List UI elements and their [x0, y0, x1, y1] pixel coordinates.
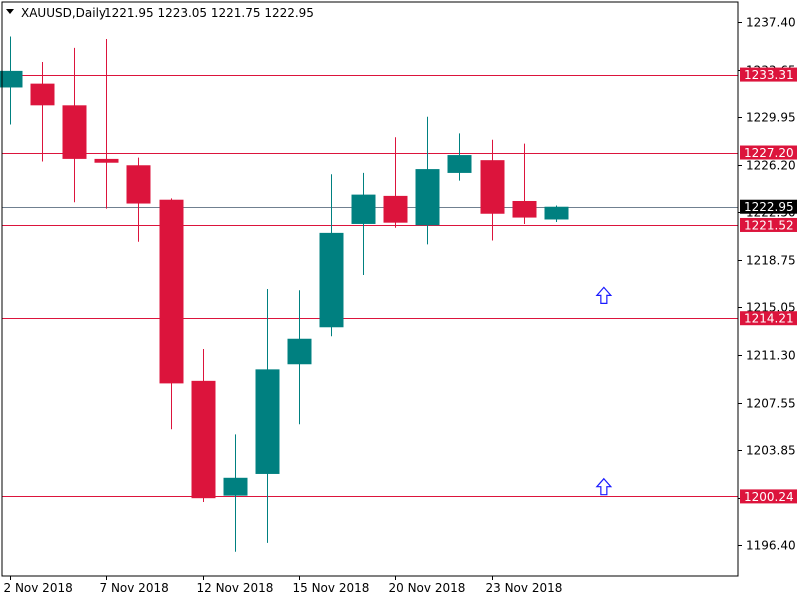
price-tags-layer: 1233.31 1227.20 1221.52 1214.21 1200.24 1222.… — [740, 67, 797, 504]
level-price-tag: 1221.52 — [740, 217, 797, 232]
candle-body-bear — [512, 200, 537, 218]
up-arrow-icon — [595, 477, 613, 496]
level-price-tag-label: 1221.52 — [744, 218, 794, 232]
candle-body-bull — [287, 338, 312, 365]
y-tick-label: 1207.55 — [746, 397, 796, 411]
candle-body-bull — [415, 169, 440, 226]
candle-body-bull — [544, 206, 569, 220]
level-price-tag: 1200.24 — [740, 489, 797, 504]
candle-body-bull — [255, 369, 280, 474]
level-price-tag-label: 1233.31 — [744, 68, 794, 82]
plot-frame — [1, 1, 739, 577]
candle — [0, 36, 23, 125]
candle — [30, 61, 55, 162]
candle-body-bull — [447, 155, 472, 173]
candle — [480, 139, 505, 241]
y-tick-label: 1215.05 — [746, 301, 796, 315]
level-price-tag-bg — [740, 217, 797, 232]
candle-body-bear — [383, 195, 408, 223]
current-price-tag-bg — [740, 199, 797, 214]
candle — [126, 157, 151, 242]
candle-body-bear — [191, 380, 216, 499]
candle — [255, 289, 280, 543]
dropdown-triangle-icon[interactable] — [6, 9, 14, 14]
candle-body-bull — [0, 70, 23, 88]
candle — [415, 116, 440, 245]
candle-body-bull — [319, 232, 344, 328]
time-axis[interactable]: 2 Nov 2018 7 Nov 2018 12 Nov 2018 15 Nov 20… — [4, 576, 563, 595]
candle-body-bear — [94, 158, 119, 163]
candle — [447, 133, 472, 181]
x-tick-label: 23 Nov 2018 — [486, 581, 563, 595]
candle — [351, 172, 376, 275]
level-price-tag-bg — [740, 489, 797, 504]
candle — [383, 137, 408, 228]
level-price-tag: 1214.21 — [740, 311, 797, 326]
candle-body-bull — [223, 477, 248, 496]
x-tick-label: 20 Nov 2018 — [389, 581, 466, 595]
y-tick-label: 1218.75 — [746, 254, 796, 268]
level-price-tag-label: 1214.21 — [744, 312, 794, 326]
candle — [319, 174, 344, 337]
y-tick-label: 1226.20 — [746, 159, 796, 173]
candle-body-bear — [480, 160, 505, 214]
level-price-tag: 1227.20 — [740, 145, 797, 160]
candle — [223, 434, 248, 552]
candle — [544, 205, 569, 223]
symbol-timeframe: XAUUSD,Daily — [21, 6, 106, 20]
level-price-tag-bg — [740, 311, 797, 326]
y-tick-label: 1229.95 — [746, 111, 796, 125]
candle-body-bear — [159, 199, 184, 384]
x-tick-label: 2 Nov 2018 — [4, 581, 73, 595]
candle — [287, 290, 312, 425]
y-tick-label: 1196.40 — [746, 539, 796, 553]
candle-body-bear — [30, 83, 55, 106]
current-price-tag-label: 1222.95 — [744, 200, 794, 214]
up-arrow-icon — [595, 286, 613, 304]
level-price-tag-label: 1200.24 — [744, 490, 794, 504]
candle — [94, 38, 119, 209]
candle — [512, 143, 537, 224]
candles-layer — [0, 36, 569, 552]
price-axis[interactable]: 1237.401233.651229.951226.201222.501218.… — [738, 16, 796, 553]
chart-header: XAUUSD,Daily 1221.95 1223.05 1221.75 122… — [6, 6, 314, 20]
ohlc-values: 1221.95 1223.05 1221.75 1222.95 — [104, 6, 314, 20]
level-price-tag-bg — [740, 67, 797, 82]
x-tick-label: 12 Nov 2018 — [197, 581, 274, 595]
candle — [191, 348, 216, 503]
arrows-layer — [595, 286, 613, 496]
level-price-tag: 1233.31 — [740, 67, 797, 82]
level-price-tag-bg — [740, 145, 797, 160]
x-tick-label: 15 Nov 2018 — [293, 581, 370, 595]
candle-body-bear — [126, 165, 151, 204]
y-tick-label: 1211.30 — [746, 349, 796, 363]
candle — [62, 47, 87, 203]
current-price-tag: 1222.95 — [740, 199, 797, 214]
candle-body-bull — [351, 194, 376, 224]
candle — [159, 198, 184, 430]
y-tick-label: 1203.85 — [746, 444, 796, 458]
plot-area-background — [2, 2, 738, 576]
candle-body-bear — [62, 105, 87, 159]
x-tick-label: 7 Nov 2018 — [100, 581, 169, 595]
level-price-tag-label: 1227.20 — [744, 146, 794, 160]
y-tick-label: 1237.40 — [746, 16, 796, 30]
